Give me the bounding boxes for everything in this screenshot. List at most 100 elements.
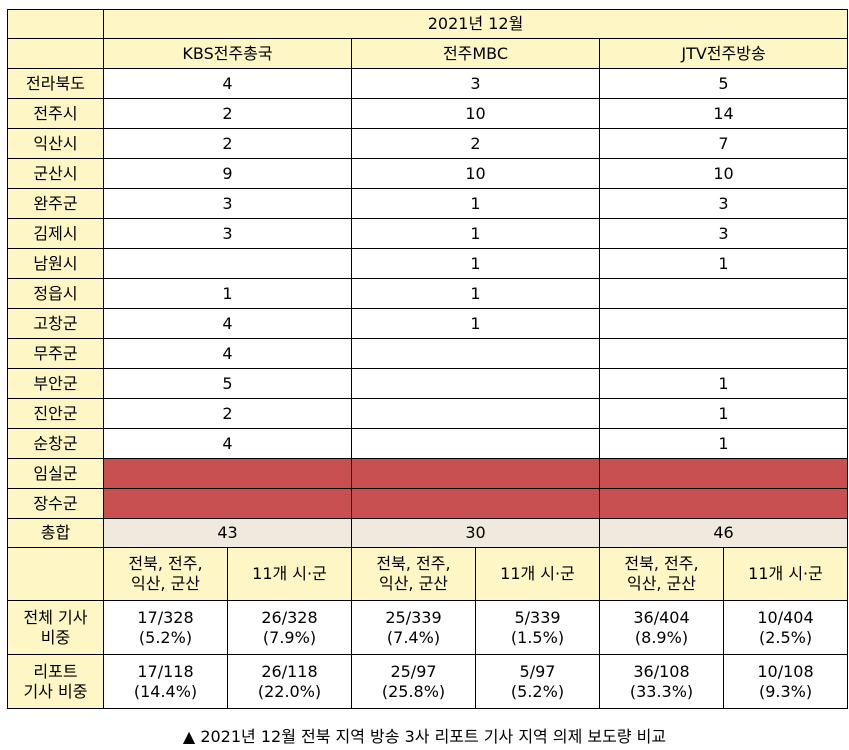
region-row: 무주군 4 bbox=[7, 338, 849, 369]
count-cell bbox=[351, 428, 600, 459]
group-a-line2: 익산, 군산 bbox=[626, 574, 697, 593]
share-label-line2: 기사 비중 bbox=[23, 681, 88, 701]
share-percent: (7.9%) bbox=[262, 627, 317, 647]
group-a-header: 전북, 전주, 익산, 군산 bbox=[103, 547, 228, 601]
region-row: 순창군 4 1 bbox=[7, 428, 849, 459]
region-name: 임실군 bbox=[7, 458, 104, 489]
group-a-header: 전북, 전주, 익산, 군산 bbox=[351, 547, 476, 601]
share-cell: 26/118 (22.0%) bbox=[227, 654, 352, 709]
region-row: 전주시 2 10 14 bbox=[7, 98, 849, 129]
share-ratio: 10/404 bbox=[757, 607, 814, 627]
count-cell: 1 bbox=[351, 278, 600, 309]
station-header: 전주MBC bbox=[351, 38, 600, 69]
coverage-table: 2021년 12월 KBS전주총국 전주MBC JTV전주방송 전라북도 4 3 5 전… bbox=[7, 9, 849, 709]
region-row: 진안군 2 1 bbox=[7, 398, 849, 429]
share-ratio: 25/339 bbox=[385, 607, 442, 627]
count-cell bbox=[351, 398, 600, 429]
region-row: 군산시 9 10 10 bbox=[7, 158, 849, 189]
share-ratio: 36/404 bbox=[633, 607, 690, 627]
region-row: 전라북도 4 3 5 bbox=[7, 68, 849, 99]
region-row: 고창군 4 1 bbox=[7, 308, 849, 339]
region-name: 정읍시 bbox=[7, 278, 104, 309]
share-cell: 26/328 (7.9%) bbox=[227, 600, 352, 655]
count-cell: 10 bbox=[351, 98, 600, 129]
count-cell: 5 bbox=[103, 368, 352, 399]
share-cell: 5/97 (5.2%) bbox=[475, 654, 600, 709]
share-percent: (5.2%) bbox=[510, 681, 565, 701]
share-ratio: 5/339 bbox=[514, 607, 561, 627]
region-name: 군산시 bbox=[7, 158, 104, 189]
table-caption: ▲ 2021년 12월 전북 지역 방송 3사 리포트 기사 지역 의제 보도량… bbox=[182, 727, 667, 746]
share-label: 리포트 기사 비중 bbox=[7, 654, 104, 709]
share-percent: (5.2%) bbox=[138, 627, 193, 647]
count-cell: 2 bbox=[103, 98, 352, 129]
period-header: 2021년 12월 bbox=[102, 9, 849, 39]
count-cell: 1 bbox=[598, 428, 849, 459]
count-cell: 3 bbox=[598, 188, 849, 219]
sub-header-row: 전북, 전주, 익산, 군산 11개 시·군 전북, 전주, 익산, 군산 11개 시·군… bbox=[7, 547, 849, 601]
count-cell: 1 bbox=[351, 248, 600, 279]
share-cell: 17/118 (14.4%) bbox=[103, 654, 228, 709]
share-ratio: 36/108 bbox=[633, 661, 690, 681]
share-report-row: 리포트 기사 비중 17/118 (14.4%) 26/118 (22.0%) 25/97(… bbox=[7, 654, 849, 709]
share-cell: 5/339 (1.5%) bbox=[475, 600, 600, 655]
count-cell: 9 bbox=[103, 158, 352, 189]
region-row: 남원시 1 1 bbox=[7, 248, 849, 279]
share-percent: (14.4%) bbox=[133, 681, 198, 701]
share-all-row: 전체 기사 비중 17/328 (5.2%) 26/328 (7.9%) 25/339 (7.… bbox=[7, 600, 849, 655]
share-ratio: 26/118 bbox=[261, 661, 318, 681]
share-ratio: 26/328 bbox=[261, 607, 318, 627]
share-cell: 36/404 (8.9%) bbox=[599, 600, 724, 655]
coverage-table-body: 2021년 12월 KBS전주총국 전주MBC JTV전주방송 전라북도 4 3 5 전… bbox=[7, 9, 849, 709]
share-percent: (25.8%) bbox=[381, 681, 446, 701]
corner-cell bbox=[7, 9, 104, 39]
region-name: 완주군 bbox=[7, 188, 104, 219]
share-ratio: 10/108 bbox=[757, 661, 814, 681]
region-row: 김제시 3 1 3 bbox=[7, 218, 849, 249]
count-cell bbox=[598, 308, 849, 339]
share-percent: (2.5%) bbox=[758, 627, 813, 647]
group-a-header: 전북, 전주, 익산, 군산 bbox=[599, 547, 724, 601]
group-a-line1: 전북, 전주, bbox=[128, 554, 203, 573]
header-row-period: 2021년 12월 bbox=[7, 9, 849, 39]
no-coverage-cell bbox=[103, 458, 352, 489]
count-cell: 3 bbox=[351, 68, 600, 99]
group-b-header: 11개 시·군 bbox=[475, 547, 600, 601]
share-ratio: 25/97 bbox=[390, 661, 437, 681]
no-coverage-cell bbox=[351, 458, 600, 489]
region-name: 순창군 bbox=[7, 428, 104, 459]
region-row: 장수군 bbox=[7, 488, 849, 519]
share-cell: 25/97 (25.8%) bbox=[351, 654, 476, 709]
count-cell: 4 bbox=[103, 68, 352, 99]
count-cell bbox=[598, 278, 849, 309]
share-cell: 17/328 (5.2%) bbox=[103, 600, 228, 655]
region-name: 장수군 bbox=[7, 488, 104, 519]
group-b-header: 11개 시·군 bbox=[227, 547, 352, 601]
count-cell: 2 bbox=[103, 128, 352, 159]
count-cell: 4 bbox=[103, 428, 352, 459]
share-label-line1: 리포트 bbox=[33, 661, 78, 681]
region-row: 익산시 2 2 7 bbox=[7, 128, 849, 159]
share-percent: (33.3%) bbox=[629, 681, 694, 701]
total-cell: 30 bbox=[351, 518, 600, 548]
count-cell: 7 bbox=[598, 128, 849, 159]
count-cell: 4 bbox=[103, 308, 352, 339]
share-ratio: 5/97 bbox=[519, 661, 556, 681]
region-name: 김제시 bbox=[7, 218, 104, 249]
no-coverage-cell bbox=[351, 488, 600, 519]
count-cell: 2 bbox=[351, 128, 600, 159]
count-cell: 1 bbox=[598, 368, 849, 399]
share-cell: 25/339 (7.4%) bbox=[351, 600, 476, 655]
corner-cell bbox=[7, 547, 104, 601]
count-cell bbox=[351, 338, 600, 369]
region-row: 부안군 5 1 bbox=[7, 368, 849, 399]
count-cell: 3 bbox=[103, 218, 352, 249]
region-row: 임실군 bbox=[7, 458, 849, 489]
share-cell: 10/108 (9.3%) bbox=[722, 654, 849, 709]
count-cell bbox=[103, 248, 352, 279]
share-percent: (22.0%) bbox=[257, 681, 322, 701]
region-name: 전주시 bbox=[7, 98, 104, 129]
count-cell: 3 bbox=[103, 188, 352, 219]
share-percent: (8.9%) bbox=[634, 627, 689, 647]
count-cell bbox=[351, 368, 600, 399]
